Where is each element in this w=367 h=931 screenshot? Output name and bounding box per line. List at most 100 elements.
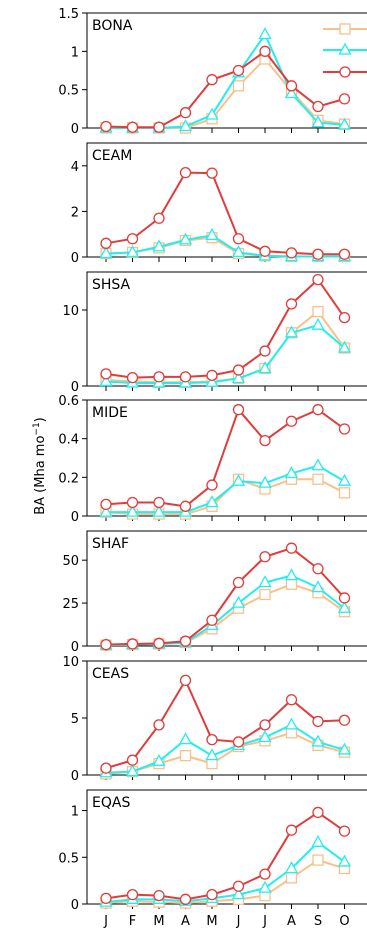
series-2-line xyxy=(106,464,346,514)
y-tick-label: 10 xyxy=(62,304,79,319)
series-3-point xyxy=(312,806,324,819)
series-2-point xyxy=(231,245,246,258)
series-2-point xyxy=(231,595,246,608)
series-1-point xyxy=(312,854,324,866)
panel-bona: 0 0.5 1 1.5 BONA xyxy=(58,7,367,137)
y-tick-label: 1 xyxy=(71,45,79,60)
series-3-point xyxy=(100,498,112,511)
series-3-point xyxy=(312,273,324,286)
series-3-point xyxy=(126,638,139,650)
series-3-point xyxy=(179,500,192,512)
region-label: BONA xyxy=(92,18,133,34)
series-3-point xyxy=(285,80,298,92)
series-3-point xyxy=(179,107,192,119)
series-1-point xyxy=(259,588,271,601)
y-tick-label: 1.5 xyxy=(58,7,79,22)
series-3-line xyxy=(105,50,345,129)
y-tick-label: 0 xyxy=(71,898,79,913)
series-3-point xyxy=(126,233,139,245)
series-2-point xyxy=(178,232,193,245)
series-2-point xyxy=(311,734,325,747)
series-3-point xyxy=(100,892,112,905)
series-2-point xyxy=(284,717,299,730)
y-tick-label: 0 xyxy=(71,251,79,266)
series-3-point xyxy=(259,719,271,731)
series-3-point xyxy=(126,496,139,509)
series-3-line xyxy=(105,547,346,646)
y-tick-label: 0.4 xyxy=(58,433,79,448)
panel-frame xyxy=(86,789,367,905)
series-3-point xyxy=(153,496,165,509)
series-2-point xyxy=(205,748,219,761)
series-2-point xyxy=(205,495,219,508)
series-3-point xyxy=(179,166,192,179)
region-label: CEAS xyxy=(92,666,129,682)
series-3-point xyxy=(179,371,192,383)
series-3-point xyxy=(153,212,165,224)
series-3-point xyxy=(100,762,112,774)
series-3-point xyxy=(259,45,271,57)
series-2-point xyxy=(258,27,272,40)
series-3-point xyxy=(312,563,324,575)
series-2-point xyxy=(152,504,166,517)
y-tick-label: 25 xyxy=(62,597,79,612)
series-2-line xyxy=(105,324,346,384)
series-2-point xyxy=(178,119,193,132)
series-3-point xyxy=(232,233,245,245)
series-2-point xyxy=(311,580,325,593)
region-label: SHAF xyxy=(92,536,129,552)
series-2-legend-marker xyxy=(338,42,352,55)
series-1-line xyxy=(105,859,345,905)
y-axis-label-close: ) xyxy=(33,417,48,422)
y-tick-label: 0.5 xyxy=(58,851,79,866)
series-3-point xyxy=(153,121,165,133)
series-2-point xyxy=(258,475,272,488)
series-3-point xyxy=(312,248,324,260)
series-3-point xyxy=(153,371,165,383)
panel-frame xyxy=(86,399,367,517)
panel-frame xyxy=(86,271,367,387)
x-tick-label: A xyxy=(287,914,296,929)
series-3-point xyxy=(285,298,298,310)
series-3-point xyxy=(338,825,351,837)
series-3-point xyxy=(259,551,271,563)
series-2-point xyxy=(99,374,113,387)
series-3-point xyxy=(153,637,165,650)
y-tick-label: 1 xyxy=(71,805,79,820)
series-1-point xyxy=(338,487,351,499)
x-tick-label: S xyxy=(314,914,322,929)
y-axis-label-text: BA (Mha mo xyxy=(33,436,48,515)
series-2-point xyxy=(125,764,140,777)
series-3-point xyxy=(338,248,351,260)
series-3-point xyxy=(312,715,324,728)
x-tick-label: F xyxy=(129,914,136,929)
panel-eqas: 0 0.5 1 EQAS xyxy=(58,789,367,913)
series-3-point xyxy=(259,434,271,447)
series-2-point xyxy=(337,854,352,867)
panel-ceas: 0 5 10 CEAS xyxy=(62,655,367,784)
x-tick-label: M xyxy=(153,914,164,929)
series-3-point xyxy=(100,368,112,380)
series-2-point xyxy=(99,504,113,517)
series-3-line xyxy=(105,811,346,901)
x-tick-label: J xyxy=(262,914,267,929)
series-3-point xyxy=(285,542,298,554)
series-3-point xyxy=(232,364,245,376)
panel-ceam: 0 2 4 CEAM xyxy=(71,142,367,266)
series-3-point xyxy=(126,121,139,133)
series-2-line xyxy=(105,841,346,904)
panel-shsa: 0 10 SHSA xyxy=(62,271,367,395)
y-tick-label: 0 xyxy=(71,380,79,395)
y-tick-label: 0 xyxy=(71,122,79,137)
series-3-point xyxy=(338,714,351,726)
series-3-point xyxy=(179,893,192,905)
series-3-point xyxy=(232,736,245,748)
y-tick-label: 50 xyxy=(62,554,79,569)
series-2-point xyxy=(311,834,325,847)
series-3-point xyxy=(259,345,271,357)
series-1-legend-marker xyxy=(339,23,351,35)
series-3-point xyxy=(338,311,351,324)
series-3-point xyxy=(153,889,165,902)
series-3-point xyxy=(179,674,192,687)
